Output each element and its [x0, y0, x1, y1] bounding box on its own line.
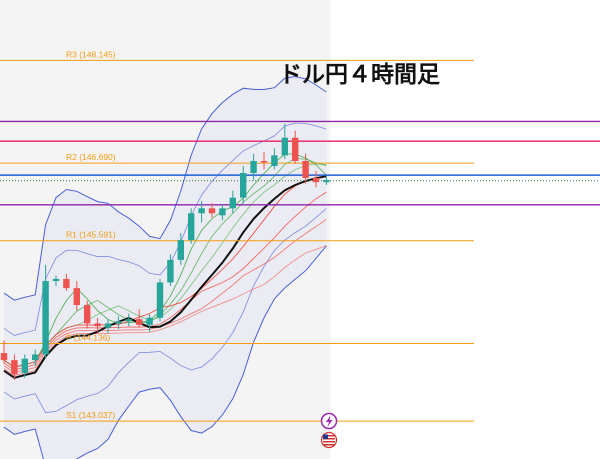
- candle-31: [312, 170, 320, 188]
- candle-body: [167, 259, 174, 283]
- candle-body: [52, 278, 60, 282]
- candle-24: [240, 165, 247, 204]
- sma-black: [3, 175, 327, 379]
- candle-body: [281, 137, 288, 156]
- candle-20: [198, 201, 205, 223]
- ma-green-6: [3, 157, 327, 368]
- candle-9: [84, 300, 91, 329]
- lightning-icon: [320, 412, 338, 430]
- candle-body: [250, 161, 257, 174]
- ma-red-12: [3, 175, 327, 368]
- candle-body: [21, 358, 28, 373]
- candle-8: [73, 281, 80, 311]
- candle-body: [229, 197, 236, 209]
- candle-13: [125, 313, 132, 327]
- candle-body: [323, 180, 330, 183]
- candle-body: [271, 155, 278, 166]
- candle-32: [323, 176, 330, 186]
- candle-1: [0, 340, 8, 364]
- candle-30: [302, 153, 309, 184]
- candle-body: [177, 240, 184, 260]
- candle-11: [104, 319, 112, 334]
- candle-body: [63, 278, 70, 289]
- candle-body: [198, 208, 205, 214]
- candle-body: [115, 321, 122, 324]
- candle-body: [156, 282, 164, 318]
- candle-15: [146, 314, 153, 332]
- candle-10: [94, 317, 101, 332]
- candle-29: [292, 130, 299, 164]
- candle-22: [219, 204, 226, 221]
- candle-21: [208, 203, 216, 218]
- candle-14: [136, 309, 143, 328]
- candle-2: [11, 354, 18, 380]
- candle-body: [188, 213, 195, 241]
- us-flag-icon: [320, 431, 338, 449]
- candle-17: [167, 254, 174, 286]
- candle-body: [42, 281, 49, 355]
- pivot-label-3: R1 (145.591): [66, 230, 116, 240]
- band-upper-inner: [3, 122, 327, 336]
- candle-body: [0, 353, 8, 361]
- candle-18: [177, 233, 184, 265]
- ma-red-26: [3, 245, 327, 377]
- candle-body: [260, 161, 268, 163]
- candle-body: [94, 323, 101, 327]
- candle-body: [125, 319, 132, 322]
- candle-7: [63, 273, 70, 291]
- ma-red-16: [3, 191, 327, 371]
- candle-12: [115, 316, 122, 330]
- candle-6: [52, 275, 60, 286]
- candle-body: [208, 208, 216, 214]
- band-fill: [4, 76, 327, 459]
- candle-body: [84, 305, 91, 324]
- candle-25: [250, 153, 257, 181]
- candle-body: [240, 173, 247, 198]
- candle-body: [32, 354, 39, 361]
- candle-body: [73, 288, 80, 306]
- candle-28: [281, 123, 288, 159]
- candle-19: [188, 208, 195, 244]
- pivot-label-5: S1 (143.037): [66, 410, 115, 420]
- candle-23: [229, 190, 236, 214]
- candle-16: [156, 278, 164, 322]
- candle-3: [21, 354, 28, 378]
- band-lower-outer: [3, 245, 327, 459]
- band-lower-inner: [3, 208, 327, 414]
- candle-body: [11, 360, 18, 375]
- candle-body: [219, 208, 226, 216]
- candle-5: [42, 264, 49, 359]
- candle-body: [292, 137, 299, 162]
- band-upper-outer: [3, 75, 327, 301]
- candle-body: [104, 323, 112, 328]
- chart-title: ドル円４時間足: [279, 62, 440, 88]
- candle-26: [260, 151, 268, 170]
- pivot-label-2: R2 (146.690): [66, 152, 116, 162]
- pivot-label-4: P (144.136): [66, 332, 110, 342]
- candle-body: [146, 317, 153, 325]
- pivot-label-1: R3 (148.145): [66, 49, 116, 59]
- candle-body: [312, 177, 320, 183]
- candle-body: [302, 161, 309, 178]
- candle-4: [32, 349, 39, 366]
- candle-27: [271, 148, 278, 170]
- candle-body: [136, 319, 143, 325]
